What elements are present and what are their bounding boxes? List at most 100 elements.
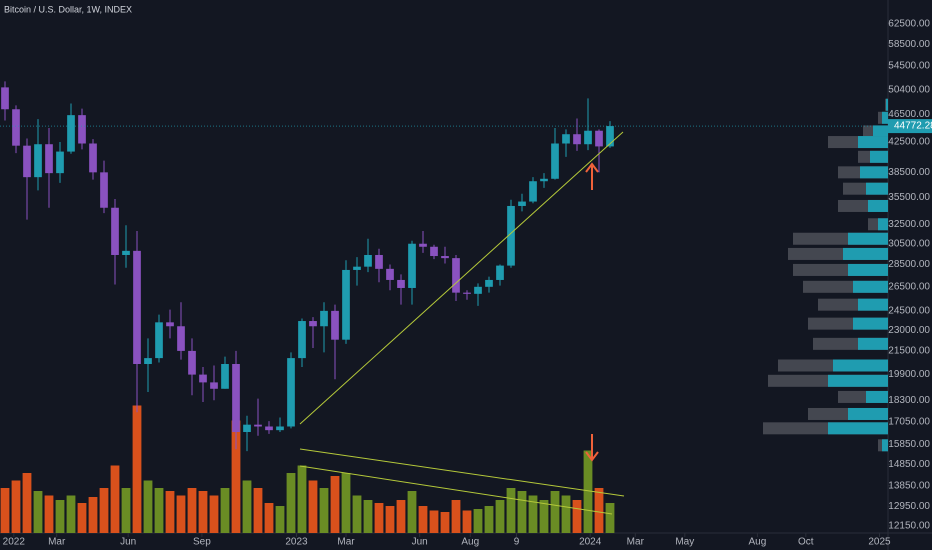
volume-profile-up-bar (873, 125, 888, 138)
candle-body (89, 143, 97, 173)
volume-profile-up-bar (858, 136, 888, 149)
candle-body (166, 322, 174, 327)
volume-bar (132, 405, 142, 533)
volume-bar (451, 500, 461, 533)
y-tick-label: 42500.00 (888, 137, 930, 148)
candle-body (364, 254, 372, 267)
volume-profile-up-bar (882, 111, 888, 124)
y-tick-label: 13850.00 (888, 480, 930, 491)
volume-bar (99, 488, 109, 533)
candle-body (144, 358, 152, 364)
x-tick-label: Jun (120, 537, 136, 548)
candle-body (463, 292, 471, 294)
x-tick-label: 2025 (868, 537, 891, 548)
volume-bar (473, 509, 483, 533)
arrow-marker (585, 434, 599, 462)
candle-body (386, 268, 394, 280)
volume-bar (517, 491, 527, 533)
x-tick-label: 2022 (3, 537, 26, 548)
volume-bar (209, 495, 219, 533)
y-tick-label: 50400.00 (888, 84, 930, 95)
x-tick-label: Oct (798, 537, 814, 548)
volume-profile-up-bar (853, 280, 888, 293)
candle-body (133, 250, 141, 364)
volume-profile-up-bar (882, 439, 888, 452)
volume-bar (396, 500, 406, 533)
volume-profile-up-bar (870, 150, 888, 163)
candle-body (45, 144, 53, 174)
candle-body (507, 205, 515, 266)
candle-body (375, 254, 383, 269)
volume-bar (143, 480, 153, 533)
volume-bar (484, 506, 494, 533)
y-tick-label: 21500.00 (888, 346, 930, 357)
x-tick-label: 2024 (579, 537, 602, 548)
candle-body (584, 130, 592, 145)
volume-bar (319, 488, 329, 533)
volume-profile-up-bar (853, 317, 888, 330)
volume-trend-line (299, 448, 625, 497)
volume-bar (572, 500, 582, 533)
volume-profile-up-bar (886, 98, 888, 111)
volume-profile-up-bar (828, 422, 888, 435)
candle-body (188, 350, 196, 375)
y-tick-label: 12150.00 (888, 520, 930, 531)
candle-body (243, 424, 251, 433)
volume-profile-up-bar (848, 407, 888, 420)
candle-body (331, 310, 339, 340)
candle-body (573, 134, 581, 145)
volume-bar (539, 500, 549, 533)
candle-body (562, 134, 570, 144)
candle-body (529, 181, 537, 202)
volume-profile-up-bar (848, 263, 888, 276)
candle-body (12, 109, 20, 146)
volume-bar (506, 488, 516, 533)
volume-bar (286, 473, 296, 533)
x-tick-label: 2023 (285, 537, 308, 548)
candle-body (67, 115, 75, 152)
y-tick-label: 38500.00 (888, 167, 930, 178)
volume-bar (363, 500, 373, 533)
candle-body (265, 426, 273, 431)
x-tick-label: Mar (337, 537, 355, 548)
x-tick-label: 9 (514, 537, 520, 548)
y-tick-label: 62500.00 (888, 18, 930, 29)
candle-body (78, 115, 86, 144)
volume-bar (11, 480, 21, 533)
x-tick-label: Sep (193, 537, 211, 548)
volume-bar (407, 491, 417, 533)
candle-body (320, 310, 328, 327)
volume-profile-up-bar (878, 218, 888, 231)
volume-bar (550, 491, 560, 533)
volume-bar (440, 512, 450, 533)
y-tick-label: 14850.00 (888, 459, 930, 470)
candle-body (210, 382, 218, 389)
candle-body (408, 243, 416, 288)
x-tick-label: Aug (461, 537, 479, 548)
volume-bar (242, 480, 252, 533)
candle-body (1, 87, 9, 110)
volume-profile-up-bar (866, 182, 888, 195)
trend-line (299, 131, 624, 425)
y-tick-label: 54500.00 (888, 60, 930, 71)
volume-bar (308, 480, 318, 533)
candle-body (122, 250, 130, 255)
volume-bar (253, 488, 263, 533)
candle-body (276, 426, 284, 431)
candle-body (254, 424, 262, 427)
volume-profile-up-bar (868, 199, 888, 212)
volume-bar (341, 473, 351, 533)
y-tick-label: 15850.00 (888, 439, 930, 450)
volume-profile-up-bar (858, 337, 888, 350)
y-tick-label: 35500.00 (888, 192, 930, 203)
y-tick-label: 32500.00 (888, 219, 930, 230)
volume-bar (33, 491, 43, 533)
candle-body (485, 279, 493, 287)
candle-body (177, 326, 185, 351)
volume-profile-up-bar (843, 247, 888, 260)
volume-profile-up-bar (860, 166, 888, 179)
volume-bar (297, 465, 307, 533)
volume-bar (352, 495, 362, 533)
